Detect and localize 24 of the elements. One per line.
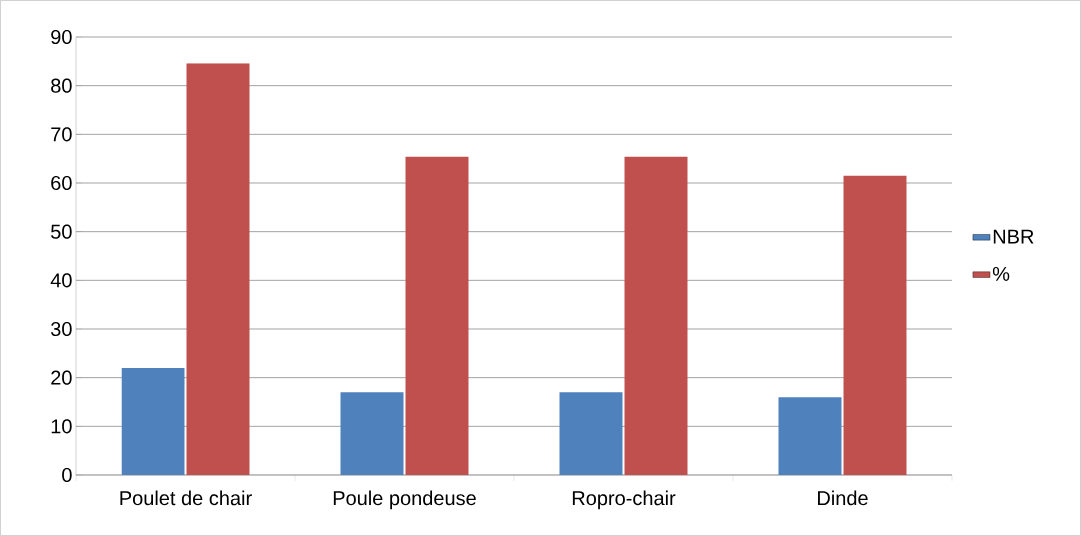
y-tick-label: 50 <box>51 224 72 239</box>
bar <box>340 392 404 475</box>
y-tick-label: 10 <box>51 419 72 434</box>
bar <box>624 156 688 475</box>
legend-label: % <box>992 266 1010 281</box>
legend-label: NBR <box>993 229 1034 244</box>
x-tick-label: Ropro-chair <box>572 490 676 510</box>
bar <box>405 156 469 475</box>
y-tick-label: 40 <box>50 273 72 288</box>
y-tick-label: 30 <box>50 321 72 337</box>
bar <box>559 392 623 475</box>
y-tick-label: 20 <box>51 370 72 385</box>
bar <box>843 175 907 475</box>
y-tick-label: 60 <box>51 175 72 191</box>
y-tick-label: 0 <box>62 467 72 483</box>
bar <box>778 397 842 475</box>
x-tick-label: Poulet de chair <box>120 490 252 506</box>
x-tick-label: Dinde <box>818 490 868 506</box>
y-tick-label: 70 <box>51 127 72 142</box>
y-tick-label: 80 <box>51 78 72 93</box>
bar <box>186 63 250 475</box>
x-tick-label: Poule pondeuse <box>333 490 476 510</box>
y-tick-label: 90 <box>51 29 72 45</box>
bar <box>121 367 185 475</box>
